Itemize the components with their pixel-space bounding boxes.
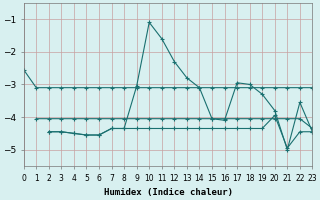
X-axis label: Humidex (Indice chaleur): Humidex (Indice chaleur) bbox=[104, 188, 233, 197]
